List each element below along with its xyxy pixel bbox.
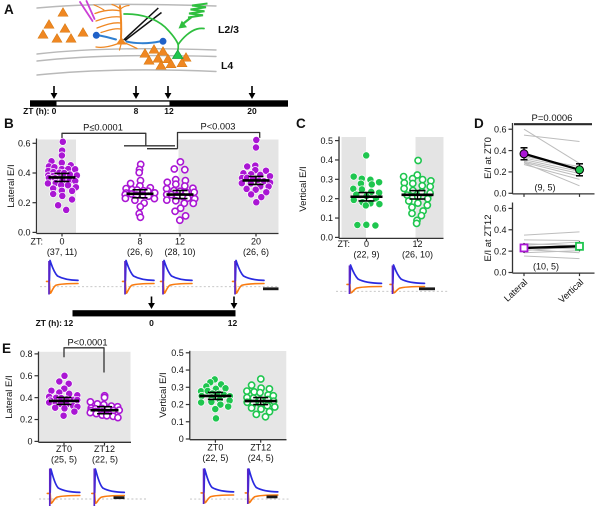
svg-text:(22, 9): (22, 9) (353, 250, 379, 260)
svg-text:P<0.0001: P<0.0001 (67, 338, 107, 348)
svg-text:ZT (h):: ZT (h): (23, 106, 50, 116)
svg-text:0: 0 (364, 239, 369, 249)
svg-text:0.2: 0.2 (171, 400, 184, 410)
svg-text:0: 0 (52, 106, 57, 116)
svg-text:ZT12: ZT12 (94, 444, 115, 454)
svg-text:0.3: 0.3 (171, 382, 184, 392)
svg-text:(26, 10): (26, 10) (402, 250, 433, 260)
svg-text:0: 0 (27, 437, 32, 447)
svg-text:0.6: 0.6 (18, 139, 31, 149)
svg-text:0.4: 0.4 (20, 393, 33, 403)
svg-text:(25, 5): (25, 5) (51, 455, 77, 465)
svg-text:ZT0: ZT0 (207, 443, 223, 453)
svg-text:0.0: 0.0 (18, 228, 31, 238)
svg-text:P=0.0006: P=0.0006 (532, 113, 573, 124)
svg-text:0.2: 0.2 (494, 246, 507, 256)
svg-text:(26, 6): (26, 6) (127, 247, 153, 257)
svg-text:ZT (h):: ZT (h): (36, 318, 63, 328)
svg-text:0: 0 (149, 318, 154, 328)
svg-text:E/I at ZT0: E/I at ZT0 (483, 137, 494, 179)
svg-text:0.0: 0.0 (320, 233, 333, 243)
svg-text:ZT0: ZT0 (56, 444, 72, 454)
svg-text:P<0.003: P<0.003 (201, 122, 236, 132)
svg-text:0.1: 0.1 (171, 417, 184, 427)
svg-text:0: 0 (59, 237, 64, 247)
svg-text:B: B (4, 116, 14, 131)
svg-text:L4: L4 (221, 60, 233, 72)
svg-text:0.6: 0.6 (494, 204, 507, 214)
svg-text:0.2: 0.2 (18, 198, 31, 208)
svg-text:20: 20 (247, 106, 257, 116)
svg-text:0.0: 0.0 (494, 268, 507, 278)
svg-text:0.3: 0.3 (320, 175, 333, 185)
svg-text:(22, 5): (22, 5) (92, 455, 118, 465)
svg-text:8: 8 (137, 237, 142, 247)
svg-text:Vertical E/I: Vertical E/I (298, 166, 309, 211)
svg-text:ZT:: ZT: (31, 237, 44, 247)
svg-text:0.4: 0.4 (18, 168, 31, 178)
svg-text:0.4: 0.4 (171, 365, 184, 375)
svg-text:Vertical E/I: Vertical E/I (158, 372, 169, 417)
svg-text:0.4: 0.4 (320, 155, 333, 165)
svg-text:(10, 5): (10, 5) (533, 262, 559, 272)
svg-text:(26, 6): (26, 6) (243, 247, 269, 257)
svg-text:Lateral E/I: Lateral E/I (6, 164, 17, 207)
svg-text:E: E (2, 341, 11, 356)
svg-text:0.5: 0.5 (171, 348, 184, 358)
svg-text:0.8: 0.8 (20, 349, 33, 359)
svg-text:L2/3: L2/3 (218, 24, 239, 36)
svg-text:0.0: 0.0 (494, 189, 507, 199)
svg-text:(37, 11): (37, 11) (47, 247, 77, 257)
svg-text:(22, 5): (22, 5) (202, 453, 228, 463)
svg-text:0.4: 0.4 (494, 146, 507, 156)
svg-text:P≤0.0001: P≤0.0001 (83, 123, 123, 133)
svg-text:ZT:: ZT: (338, 239, 351, 249)
svg-text:D: D (474, 116, 484, 131)
svg-text:12: 12 (64, 318, 74, 328)
svg-text:A: A (4, 2, 14, 17)
svg-text:0.2: 0.2 (320, 194, 333, 204)
svg-text:(9, 5): (9, 5) (534, 183, 555, 193)
svg-text:12: 12 (164, 106, 174, 116)
svg-text:0.2: 0.2 (20, 415, 33, 425)
svg-text:C: C (296, 116, 306, 131)
svg-text:(24, 5): (24, 5) (248, 453, 274, 463)
svg-text:ZT12: ZT12 (250, 443, 271, 453)
svg-text:0.6: 0.6 (20, 371, 33, 381)
svg-text:0.6: 0.6 (494, 124, 507, 134)
svg-text:(28, 10): (28, 10) (164, 247, 195, 257)
svg-text:20: 20 (251, 237, 261, 247)
svg-text:0.5: 0.5 (320, 136, 333, 146)
svg-text:8: 8 (134, 106, 139, 116)
svg-text:12: 12 (175, 237, 185, 247)
svg-text:0.1: 0.1 (320, 213, 333, 223)
svg-text:Lateral E/I: Lateral E/I (4, 375, 15, 418)
svg-text:0: 0 (179, 434, 184, 444)
svg-text:E/I at ZT12: E/I at ZT12 (483, 215, 494, 262)
svg-text:0.2: 0.2 (494, 167, 507, 177)
svg-text:12: 12 (228, 318, 238, 328)
svg-text:12: 12 (412, 239, 422, 249)
svg-text:0.4: 0.4 (494, 225, 507, 235)
